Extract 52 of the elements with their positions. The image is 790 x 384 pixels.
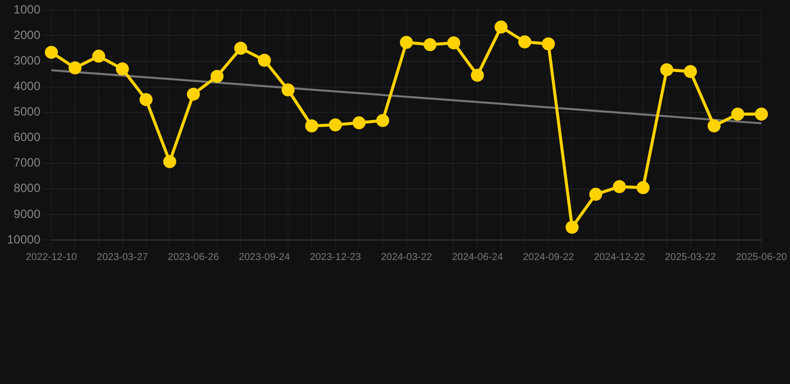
- y-tick-label: 9000: [14, 206, 41, 221]
- y-tick-label: 6000: [14, 130, 41, 144]
- point: [684, 64, 697, 78]
- y-tick-label: 10000: [6, 232, 41, 246]
- point: [708, 119, 721, 132]
- point: [116, 62, 129, 76]
- point: [566, 220, 579, 234]
- point: [447, 36, 460, 50]
- x-tick-label: 2023-06-26: [168, 252, 220, 263]
- point: [258, 54, 271, 67]
- y-tick-label: 8000: [14, 181, 41, 196]
- point: [92, 50, 106, 63]
- x-tick-label: 2022-12-10: [26, 252, 78, 263]
- x-tick-label: 2024-06-24: [452, 252, 504, 263]
- point: [660, 63, 674, 76]
- point: [470, 68, 484, 82]
- x-tick-label: 2024-03-22: [380, 252, 432, 263]
- point: [328, 118, 342, 132]
- x-tick-label: 2023-12-23: [310, 252, 362, 263]
- point: [754, 108, 768, 121]
- point: [376, 114, 390, 128]
- x-tick-label: 2023-03-27: [96, 252, 148, 263]
- x-tick-label: 2025-03-22: [664, 252, 716, 263]
- x-tick-label: 2024-12-22: [594, 252, 646, 263]
- x-tick-label: 2024-09-22: [522, 252, 574, 263]
- point: [424, 38, 437, 52]
- point: [352, 116, 366, 130]
- y-tick-label: 2000: [14, 28, 41, 42]
- point: [612, 180, 626, 194]
- x-tick-label: 2023-09-24: [238, 252, 290, 263]
- point: [68, 61, 82, 74]
- point: [234, 42, 248, 55]
- y-tick-label: 5000: [14, 104, 41, 119]
- y-tick-label: 3000: [14, 54, 41, 68]
- x-tick-label: 2025-06-20: [736, 252, 788, 263]
- point: [140, 93, 153, 106]
- point: [44, 46, 58, 59]
- y-tick-label: 1000: [14, 2, 41, 17]
- point: [186, 88, 200, 101]
- point: [305, 119, 318, 132]
- point: [589, 188, 602, 201]
- point: [494, 20, 508, 34]
- y-tick-label: 7000: [14, 156, 41, 170]
- point: [163, 155, 176, 168]
- point: [400, 36, 413, 49]
- point: [282, 83, 295, 96]
- point: [636, 181, 650, 194]
- point: [731, 108, 744, 121]
- y-tick-label: 4000: [14, 79, 41, 94]
- point: [210, 70, 224, 83]
- point: [542, 37, 555, 50]
- point: [518, 35, 532, 48]
